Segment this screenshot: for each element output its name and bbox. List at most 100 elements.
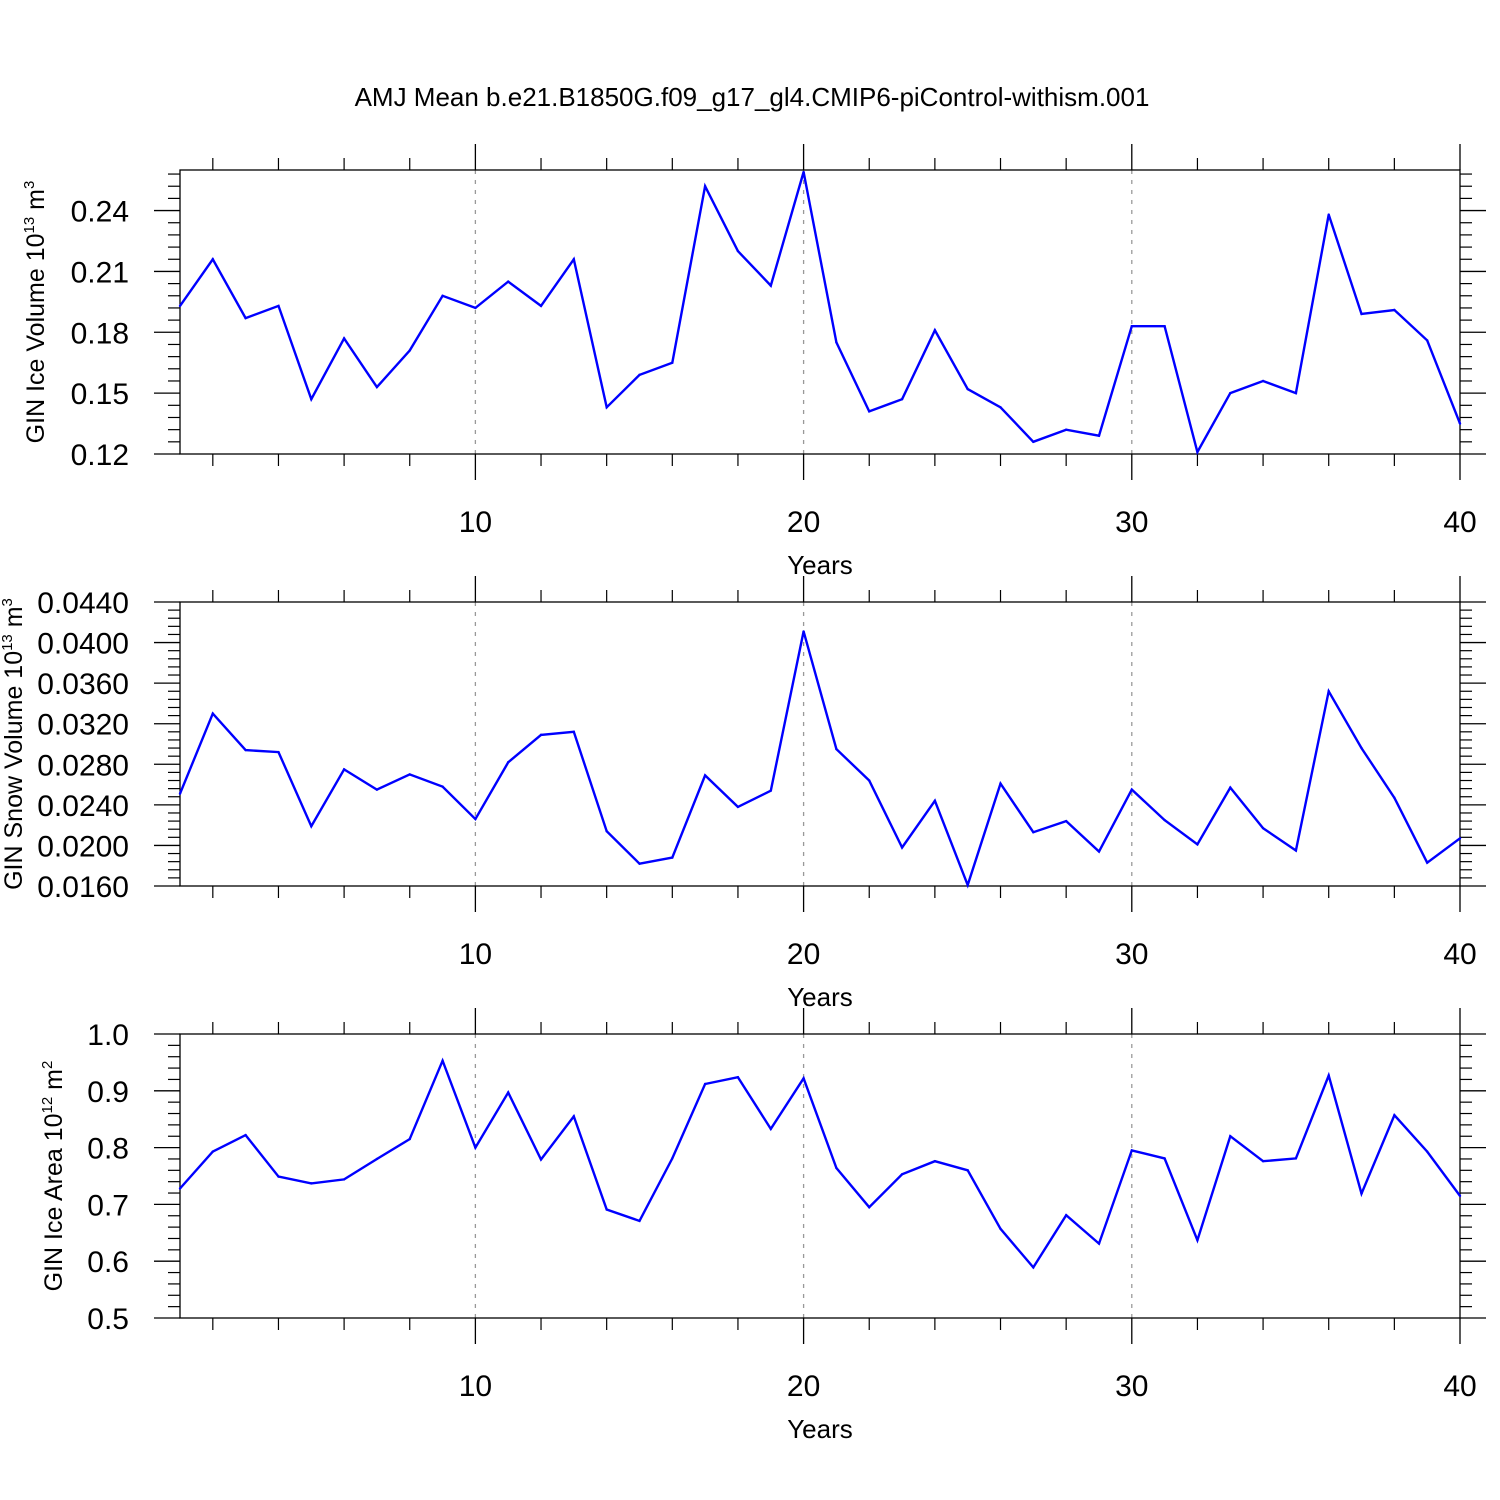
data-point [835,1166,838,1170]
data-point [1360,1192,1363,1195]
data-point [802,170,805,174]
y-tick-label: 0.6 [87,1246,129,1279]
data-point [1393,1114,1396,1117]
y-tick-label: 0.0160 [37,871,129,904]
x-tick-label: 30 [1115,938,1148,971]
data-point [572,258,576,261]
data-point [868,1206,871,1209]
data-point [999,782,1002,785]
data-point [1130,788,1133,791]
data-point [1425,339,1429,342]
plot-frame [179,169,1461,455]
y-tick-label: 0.12 [71,439,129,472]
data-point [966,387,969,391]
data-point [342,337,346,340]
data-point [507,761,510,764]
data-point [900,846,904,849]
data-point [539,733,543,737]
data-point [736,805,740,809]
data-point [408,1137,411,1141]
x-tick-label: 30 [1115,506,1148,539]
data-point [769,284,772,287]
data-point [671,361,674,364]
data-point [277,1175,280,1178]
x-tick-label: 40 [1443,938,1476,971]
data-point [1360,746,1363,750]
data-point [1064,428,1068,431]
series-line [178,631,1461,889]
y-tick-label: 0.0440 [37,587,129,620]
x-tick-label: 10 [459,938,492,971]
data-point [933,329,937,332]
data-point [375,385,379,389]
data-point [1360,312,1363,316]
data-point [1229,391,1232,395]
x-tick-label: 20 [787,506,820,539]
series-line [179,171,1462,456]
data-point [868,779,871,782]
x-tick-label: 10 [459,1370,492,1403]
data-point [1458,1194,1462,1198]
data-point [1097,434,1101,437]
data-point [1393,796,1396,799]
data-point [507,280,510,283]
data-point [1064,819,1068,823]
data-point [1393,308,1396,312]
data-point [999,1227,1002,1231]
data-point [1032,831,1035,834]
data-point [572,730,576,734]
data-point [310,1182,313,1185]
data-point [769,789,772,792]
data-point [1163,325,1166,328]
data-point [539,304,543,308]
data-point [999,406,1002,409]
data-point [605,830,608,833]
data-point [638,373,641,377]
y-tick-label: 0.15 [71,378,129,411]
data-point [1196,450,1199,454]
panel-3: 10 20 30 40 Years 0.5 0.6 0.7 0.8 0.9 1.0 GIN Ice A… [39,1008,1486,1444]
data-point [310,398,313,401]
data-point [539,1158,543,1161]
data-point [1229,786,1232,789]
data-point [178,304,182,308]
data-point [211,712,215,715]
data-point [1163,818,1166,822]
y-axis-label: GIN Ice Volume 1013 m3 [21,181,50,444]
x-tick-label: 10 [459,506,492,539]
y-tick-label: 0.24 [71,196,129,229]
y-tick-label: 0.0200 [37,830,129,863]
y-tick-label: 0.8 [87,1133,129,1166]
data-point [736,249,740,253]
data-point [342,1178,346,1181]
data-point [802,1077,805,1080]
data-point [868,410,871,413]
data-point [211,1150,215,1153]
y-tick-label: 0.0240 [37,790,129,823]
chart-panels: 10 20 30 40 Years 0.12 0.15 0.18 0.21 0.24 GIN Ice… [0,144,1486,1444]
data-point [277,304,280,308]
data-point [1425,861,1429,864]
data-point [474,306,477,310]
data-point [966,1169,969,1172]
x-tick-label: 30 [1115,1370,1148,1403]
data-point [1032,440,1035,444]
data-point [277,750,280,754]
data-point [310,824,313,828]
y-tick-label: 0.9 [87,1076,129,1109]
data-point [211,258,215,261]
data-point [835,747,838,751]
data-point [244,748,247,752]
data-point [835,341,838,344]
data-point [375,788,379,791]
y-tick-label: 0.0400 [37,628,129,661]
data-point [769,1127,772,1131]
data-point [474,817,477,821]
data-point [671,1157,674,1160]
data-point [1458,422,1462,425]
x-tick-label: 40 [1443,1370,1476,1403]
data-point [703,1082,707,1086]
y-tick-label: 0.0320 [37,709,129,742]
data-point [408,773,411,776]
